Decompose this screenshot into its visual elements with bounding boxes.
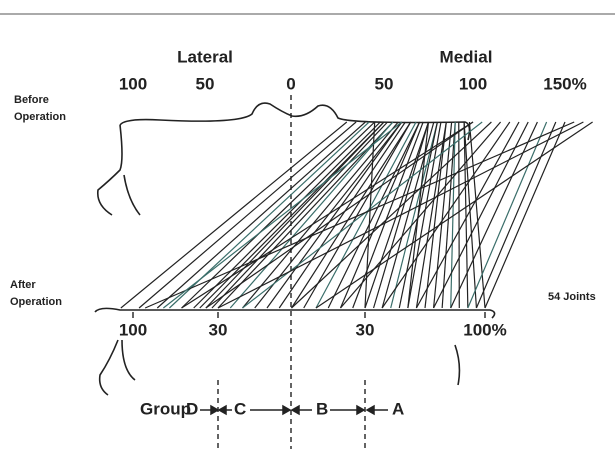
arrows <box>200 406 388 414</box>
joint-line <box>182 122 473 308</box>
group-label: Group <box>140 399 191 418</box>
top-scale-label: 0 <box>286 74 295 93</box>
group-name: D <box>186 399 198 418</box>
top-scale-label: 100 <box>119 74 147 93</box>
joint-line <box>408 122 429 308</box>
top-scale-label: 150% <box>543 74 586 93</box>
joint-lines <box>121 122 593 308</box>
medial-label: Medial <box>440 47 493 66</box>
diagram: Lateral Medial Before Operation After Op… <box>0 0 615 449</box>
before-label: Operation <box>14 111 66 123</box>
joints-label: 54 Joints <box>548 291 596 303</box>
joint-line <box>292 122 411 308</box>
joint-line <box>292 122 492 308</box>
joint-line <box>212 122 388 308</box>
joint-line <box>468 122 547 308</box>
bottom-scale-label: 100 <box>119 320 147 339</box>
joint-line <box>230 122 393 308</box>
top-scale-label: 100 <box>459 74 487 93</box>
joint-line <box>121 122 347 308</box>
after-label: Operation <box>10 296 62 308</box>
bottom-scale-label: 30 <box>356 320 375 339</box>
bottom-scale-label: 30 <box>209 320 228 339</box>
bottom-scale-label: 100% <box>463 320 506 339</box>
top-scale-label: 50 <box>196 74 215 93</box>
joint-line <box>459 122 460 308</box>
joint-line <box>139 122 356 308</box>
joint-line <box>434 122 529 308</box>
group-name: A <box>392 399 404 418</box>
joint-line <box>200 122 384 308</box>
top-scale-label: 50 <box>375 74 394 93</box>
after-label: After <box>10 279 36 291</box>
joint-line <box>476 122 555 308</box>
before-label: Before <box>14 94 49 106</box>
joint-line <box>145 122 574 308</box>
lateral-label: Lateral <box>177 47 233 66</box>
group-name: C <box>234 399 246 418</box>
group-name: B <box>316 399 328 418</box>
